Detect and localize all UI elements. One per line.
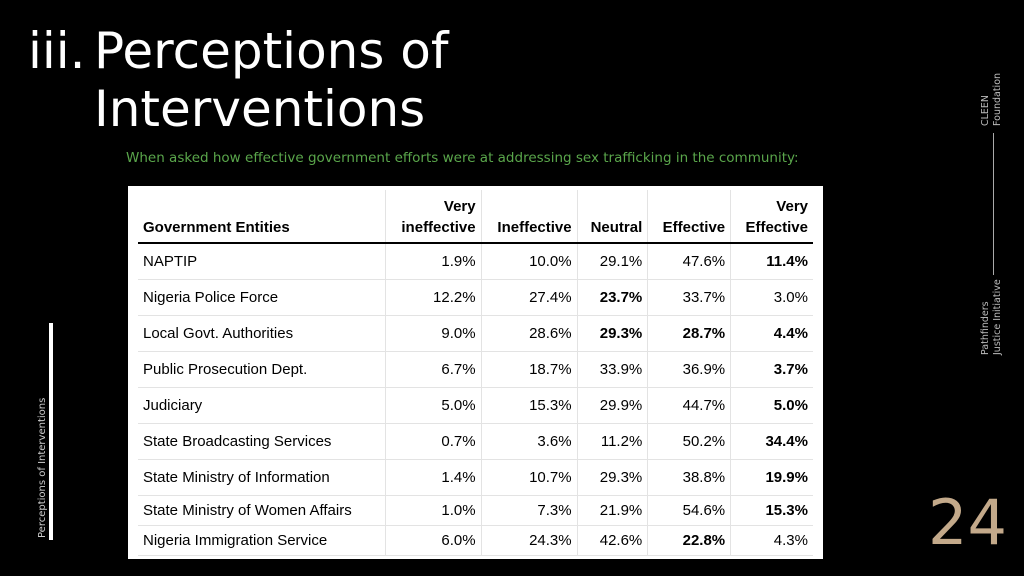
percentage-cell: 33.9% xyxy=(576,351,648,388)
column-header: Ineffective xyxy=(480,190,578,244)
percentage-cell: 24.3% xyxy=(480,525,578,556)
percentage-cell: 54.6% xyxy=(647,495,731,526)
percentage-cell: 42.6% xyxy=(576,525,648,556)
brand-cleen-line2: Foundation xyxy=(992,72,1003,126)
column-header: Effective xyxy=(647,190,731,244)
entity-name: Nigeria Immigration Service xyxy=(138,525,386,556)
percentage-cell: 6.0% xyxy=(384,525,482,556)
table-row: NAPTIP 1.9% 10.0% 29.1% 47.6% 11.4% xyxy=(138,243,813,280)
table-row: Judiciary 5.0% 15.3% 29.9% 44.7% 5.0% xyxy=(138,387,813,424)
results-table-panel: Government Entities Very ineffective Ineffe… xyxy=(128,186,823,559)
entity-name: State Ministry of Information xyxy=(138,459,386,496)
entity-name: NAPTIP xyxy=(138,243,386,280)
table-row: Nigeria Police Force 12.2% 27.4% 23.7% 33.7%… xyxy=(138,279,813,316)
percentage-cell: 12.2% xyxy=(384,279,482,316)
entity-name: Public Prosecution Dept. xyxy=(138,351,386,388)
table-header-row: Government Entities Very ineffective Ineffe… xyxy=(138,190,813,244)
percentage-cell: 5.0% xyxy=(730,387,813,424)
percentage-cell: 47.6% xyxy=(647,243,731,280)
percentage-cell: 33.7% xyxy=(647,279,731,316)
cleen-foundation-logo-text: CLEEN Foundation xyxy=(980,73,1004,126)
percentage-cell: 0.7% xyxy=(384,423,482,460)
percentage-cell: 27.4% xyxy=(480,279,578,316)
percentage-cell: 22.8% xyxy=(647,525,731,556)
table-row: Nigeria Immigration Service 6.0% 24.3% 42.6… xyxy=(138,525,813,556)
percentage-cell: 9.0% xyxy=(384,315,482,352)
brand-divider xyxy=(993,133,994,275)
entity-name: Local Govt. Authorities xyxy=(138,315,386,352)
percentage-cell: 1.9% xyxy=(384,243,482,280)
left-accent-bar xyxy=(49,323,53,540)
column-header: Very ineffective xyxy=(384,190,482,244)
percentage-cell: 28.6% xyxy=(480,315,578,352)
percentage-cell: 19.9% xyxy=(730,459,813,496)
percentage-cell: 7.3% xyxy=(480,495,578,526)
percentage-cell: 1.4% xyxy=(384,459,482,496)
table-row: State Broadcasting Services 0.7% 3.6% 11.2%… xyxy=(138,423,813,460)
entity-name: State Broadcasting Services xyxy=(138,423,386,460)
percentage-cell: 29.9% xyxy=(576,387,648,424)
column-header: Government Entities xyxy=(138,190,386,244)
percentage-cell: 3.0% xyxy=(730,279,813,316)
side-section-label: Perceptions of Interventions xyxy=(37,397,48,538)
percentage-cell: 29.3% xyxy=(576,459,648,496)
brand-pji-line2: Justice Initiative xyxy=(992,279,1003,355)
title-line-1: Perceptions of xyxy=(94,22,449,80)
results-table: Government Entities Very ineffective Ineffe… xyxy=(138,190,813,556)
percentage-cell: 4.4% xyxy=(730,315,813,352)
percentage-cell: 11.4% xyxy=(730,243,813,280)
percentage-cell: 18.7% xyxy=(480,351,578,388)
pathfinders-logo-text: Pathfinders Justice Initiative xyxy=(980,279,1004,355)
table-body: NAPTIP 1.9% 10.0% 29.1% 47.6% 11.4% Nigeria Po… xyxy=(138,243,813,556)
table-row: State Ministry of Information 1.4% 10.7% 29… xyxy=(138,459,813,496)
table-row: Local Govt. Authorities 9.0% 28.6% 29.3% 28.… xyxy=(138,315,813,352)
title-number: iii. xyxy=(28,22,86,80)
title-line-2: Interventions xyxy=(94,80,426,138)
entity-name: Nigeria Police Force xyxy=(138,279,386,316)
entity-name: Judiciary xyxy=(138,387,386,424)
percentage-cell: 15.3% xyxy=(480,387,578,424)
entity-name: State Ministry of Women Affairs xyxy=(138,495,386,526)
percentage-cell: 15.3% xyxy=(730,495,813,526)
percentage-cell: 1.0% xyxy=(384,495,482,526)
subtitle: When asked how effective government effo… xyxy=(126,150,799,166)
percentage-cell: 44.7% xyxy=(647,387,731,424)
column-header: Very Effective xyxy=(730,190,813,244)
percentage-cell: 28.7% xyxy=(647,315,731,352)
percentage-cell: 5.0% xyxy=(384,387,482,424)
table-row: State Ministry of Women Affairs 1.0% 7.3% 2… xyxy=(138,495,813,526)
slide-title: iii. Perceptions of Interventions xyxy=(28,22,449,138)
percentage-cell: 10.7% xyxy=(480,459,578,496)
column-header: Neutral xyxy=(576,190,648,244)
percentage-cell: 11.2% xyxy=(576,423,648,460)
page-number: 24 xyxy=(928,486,1007,559)
percentage-cell: 29.1% xyxy=(576,243,648,280)
percentage-cell: 10.0% xyxy=(480,243,578,280)
table-row: Public Prosecution Dept. 6.7% 18.7% 33.9% 36… xyxy=(138,351,813,388)
percentage-cell: 38.8% xyxy=(647,459,731,496)
percentage-cell: 29.3% xyxy=(576,315,648,352)
percentage-cell: 23.7% xyxy=(576,279,648,316)
percentage-cell: 6.7% xyxy=(384,351,482,388)
percentage-cell: 21.9% xyxy=(576,495,648,526)
brand-pji-line1: Pathfinders xyxy=(980,301,991,355)
percentage-cell: 36.9% xyxy=(647,351,731,388)
brand-cleen-line1: CLEEN xyxy=(980,94,991,126)
percentage-cell: 4.3% xyxy=(730,525,813,556)
percentage-cell: 50.2% xyxy=(647,423,731,460)
percentage-cell: 3.7% xyxy=(730,351,813,388)
percentage-cell: 3.6% xyxy=(480,423,578,460)
percentage-cell: 34.4% xyxy=(730,423,813,460)
